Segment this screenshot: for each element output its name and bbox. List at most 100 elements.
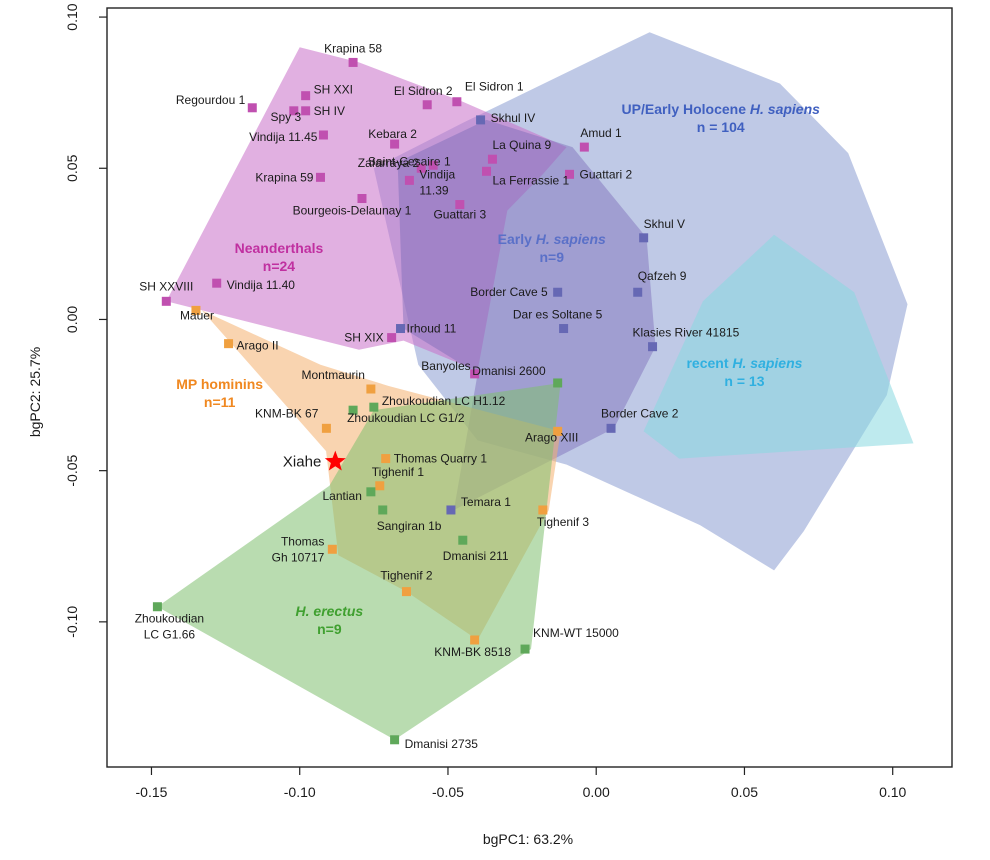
point-neanderthals [318, 130, 328, 140]
point-label: Arago II [237, 339, 279, 353]
point-label: Banyoles [421, 359, 470, 373]
xiahe-star-marker [324, 450, 346, 471]
point-neanderthals [390, 139, 400, 149]
point-label: Saint-Cesaire 1 [368, 154, 451, 168]
group-label-mp: MP hominins [176, 376, 263, 392]
axes: -0.15 -0.10 -0.05 0.00 0.05 0.10 -0.10 -0.05 0.0… [64, 3, 953, 800]
hull-neanderthals [166, 47, 567, 371]
point-label: Thomas Quarry 1 [394, 452, 488, 466]
point-label: Zhoukoudian LC H1.12 [382, 394, 506, 408]
point-label: Tighenif 2 [380, 569, 433, 583]
point-mp-hominins [553, 426, 563, 436]
y-tick-label: -0.10 [64, 606, 80, 638]
point-label: Border Cave 5 [470, 285, 548, 299]
point-label: Zafarraya 2 [358, 156, 420, 170]
x-tick-label: -0.15 [136, 784, 168, 800]
point-labels: Krapina 58 Regourdou 1 SH XXI Spy 3 SH IV Vin… [135, 41, 740, 750]
point-label: Bourgeois-Delaunay 1 [293, 204, 412, 218]
point-neanderthals [482, 166, 492, 176]
group-label-early: Early H. sapiens [498, 231, 606, 247]
point-h-erectus [378, 505, 388, 515]
x-axis-label: bgPC1: 63.2% [483, 831, 573, 847]
x-tick-label: -0.05 [432, 784, 464, 800]
point-neanderthals [212, 278, 222, 288]
x-tick-label: 0.05 [731, 784, 758, 800]
point-h-erectus [369, 402, 379, 412]
point-mp-hominins [366, 384, 376, 394]
point-label: Lantian [323, 489, 362, 503]
point-neanderthals [428, 160, 438, 170]
point-label: Klasies River 41815 [633, 326, 740, 340]
point-label: La Quina 9 [492, 138, 551, 152]
point-h-erectus [520, 644, 530, 654]
point-neanderthals [315, 172, 325, 182]
y-tick-label: 0.05 [64, 154, 80, 181]
point-neanderthals [452, 97, 462, 107]
plot-frame [106, 7, 953, 768]
point-label: Regourdou 1 [176, 93, 246, 107]
point-neanderthals [289, 106, 299, 116]
point-label: Thomas Gh 10717 [272, 534, 325, 564]
group-label-erectus: H. erectus [296, 603, 364, 619]
point-neanderthals [348, 57, 358, 67]
x-tick-label: -0.10 [284, 784, 316, 800]
point-label: SH XXVIII [139, 279, 193, 293]
point-h-erectus [366, 487, 376, 497]
hull-h-erectus [157, 383, 561, 740]
point-mp-hominins [321, 423, 331, 433]
group-count-mp: n=11 [204, 394, 236, 410]
point-label: Qafzeh 9 [638, 269, 687, 283]
group-count-erectus: n=9 [317, 621, 342, 637]
point-h-erectus [553, 378, 563, 388]
point-h-erectus [152, 602, 162, 612]
point-h-erectus [390, 735, 400, 745]
point-early-h-sapiens [639, 233, 649, 243]
point-label: Guattari 3 [433, 208, 486, 222]
point-label: Temara 1 [461, 495, 511, 509]
point-label: Spy 3 [270, 110, 301, 124]
point-label: SH XXI [314, 83, 353, 97]
point-neanderthals [470, 369, 480, 379]
point-mp-hominins [538, 505, 548, 515]
point-mp-hominins [401, 587, 411, 597]
group-count-neanderthal: n=24 [263, 258, 296, 274]
point-neanderthals [387, 333, 397, 343]
point-label: Montmaurin [302, 368, 365, 382]
y-tick-label: 0.10 [64, 3, 80, 30]
point-early-h-sapiens [476, 115, 486, 125]
hull-recent-h-sapiens [643, 234, 914, 459]
group-count-up: n = 104 [697, 119, 745, 135]
point-early-h-sapiens [446, 505, 456, 515]
point-early-h-sapiens [559, 324, 569, 334]
point-label: Krapina 58 [324, 41, 382, 55]
group-label-up: UP/Early Holocene H. sapiens [622, 101, 821, 117]
point-neanderthals [579, 142, 589, 152]
y-tick-label: 0.00 [64, 306, 80, 333]
point-label: SH IV [314, 104, 345, 118]
point-label: Krapina 59 [255, 170, 313, 184]
group-labels: Neanderthals n=24 UP/Early Holocene H. sap… [176, 101, 820, 637]
point-mp-hominins [381, 454, 391, 464]
point-label: Vindija 11.39 [419, 167, 455, 197]
point-label: Vindija 11.40 [227, 278, 296, 292]
point-neanderthals [487, 154, 497, 164]
point-label: Arago XIII [525, 430, 578, 444]
point-label: Vindija 11.45 [249, 130, 318, 144]
group-label-neanderthal: Neanderthals [235, 240, 324, 256]
x-tick-label: 0.00 [583, 784, 610, 800]
x-tick-label: 0.10 [879, 784, 906, 800]
point-label: Kebara 2 [368, 127, 417, 141]
point-neanderthals [455, 200, 465, 210]
point-label: Dmanisi 211 [443, 549, 509, 563]
point-label: Tighenif 3 [537, 515, 590, 529]
point-neanderthals [416, 163, 426, 173]
y-axis-label: bgPC2: 25.7% [27, 347, 43, 437]
point-label: Dmanisi 2735 [405, 737, 479, 751]
xiahe-label: Xiahe [283, 454, 321, 471]
point-label: Guattari 2 [580, 167, 633, 181]
point-label: Amud 1 [580, 126, 622, 140]
group-hulls [157, 32, 914, 740]
point-label: Skhul V [644, 217, 685, 231]
point-early-h-sapiens [553, 287, 563, 297]
